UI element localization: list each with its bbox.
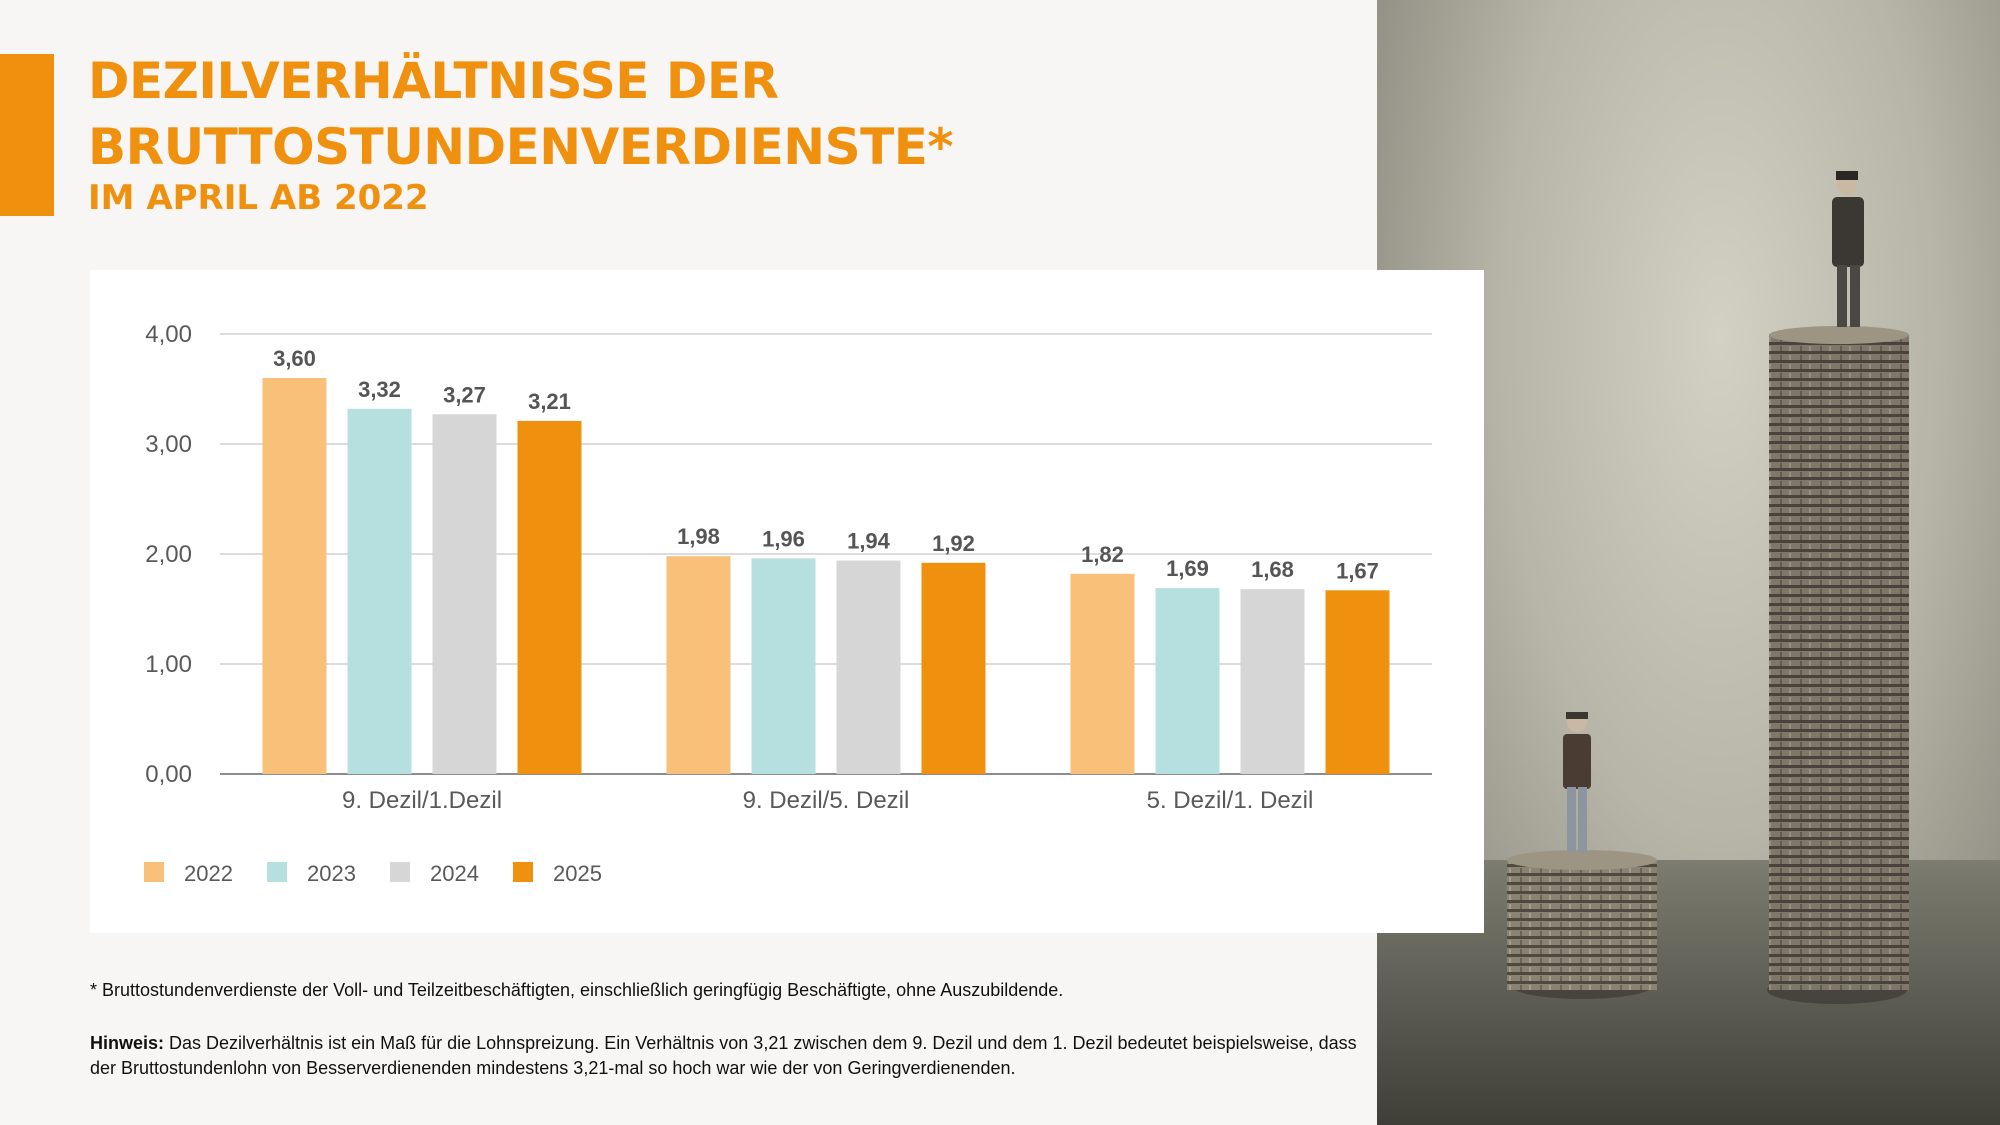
data-label: 1,94: [847, 529, 891, 554]
bar: [1155, 588, 1220, 774]
y-tick-label: 2,00: [145, 541, 192, 568]
bar: [1070, 573, 1135, 774]
legend-swatch: [144, 862, 164, 882]
legend-label: 2025: [553, 861, 602, 886]
data-label: 1,68: [1251, 557, 1294, 582]
bar: [347, 408, 412, 774]
chart-card: 0,00 1,00 2,00 3,00 4,00 3,60 3,32 3,27 3,21 9. D…: [90, 270, 1484, 933]
bar-chart: 0,00 1,00 2,00 3,00 4,00 3,60 3,32 3,27 3,21 9. D…: [144, 321, 1432, 886]
bar: [517, 420, 582, 774]
tall-man-figure: [1832, 171, 1864, 327]
hint-text: Das Dezilverhältnis ist ein Maß für die …: [90, 1033, 1357, 1078]
footnote: * Bruttostundenverdienste der Voll- und …: [90, 980, 1064, 1000]
y-tick-label: 3,00: [145, 431, 192, 458]
bar: [751, 558, 816, 774]
data-label: 1,82: [1081, 542, 1124, 567]
data-label: 3,21: [528, 389, 571, 414]
x-category-label: 9. Dezil/5. Dezil: [743, 787, 910, 814]
coin-stacks-photo: [1377, 0, 2000, 1125]
data-label: 3,32: [358, 377, 401, 402]
legend-label: 2024: [430, 861, 479, 886]
data-label: 1,69: [1166, 556, 1209, 581]
hint-note: Hinweis: Das Dezilverhältnis ist ein Maß…: [90, 1031, 1380, 1081]
hint-label: Hinweis:: [90, 1033, 165, 1053]
bar: [432, 414, 497, 774]
data-label: 3,27: [443, 382, 486, 407]
bar: [921, 562, 986, 774]
legend-swatch: [267, 862, 287, 882]
data-label: 1,92: [932, 531, 975, 556]
small-man-figure: [1563, 712, 1591, 852]
legend-label: 2023: [307, 861, 356, 886]
tall-coin-stack: [1767, 326, 1909, 1004]
title-line-2: BRUTTOSTUNDENVERDIENSTE*: [88, 118, 954, 176]
page-title: DEZILVERHÄLTNISSE DER BRUTTOSTUNDENVERDI…: [88, 48, 954, 180]
data-label: 1,98: [677, 524, 720, 549]
y-tick-label: 1,00: [145, 651, 192, 678]
bar: [1325, 590, 1390, 774]
small-coin-stack: [1507, 850, 1657, 999]
legend-swatch: [513, 862, 533, 882]
data-label: 1,67: [1336, 558, 1379, 583]
bar: [1240, 589, 1305, 774]
y-tick-label: 4,00: [145, 321, 192, 348]
accent-bar: [0, 54, 54, 216]
y-tick-label: 0,00: [145, 761, 192, 788]
data-label: 1,96: [762, 526, 805, 551]
x-category-label: 5. Dezil/1. Dezil: [1147, 787, 1314, 814]
bar: [262, 378, 327, 774]
bar: [836, 560, 901, 774]
title-line-1: DEZILVERHÄLTNISSE DER: [88, 52, 779, 110]
page-subtitle: IM APRIL AB 2022: [88, 178, 429, 218]
legend-swatch: [390, 862, 410, 882]
legend-label: 2022: [184, 861, 233, 886]
data-label: 3,60: [273, 346, 316, 371]
bar: [666, 556, 731, 774]
x-category-label: 9. Dezil/1.Dezil: [342, 787, 502, 814]
